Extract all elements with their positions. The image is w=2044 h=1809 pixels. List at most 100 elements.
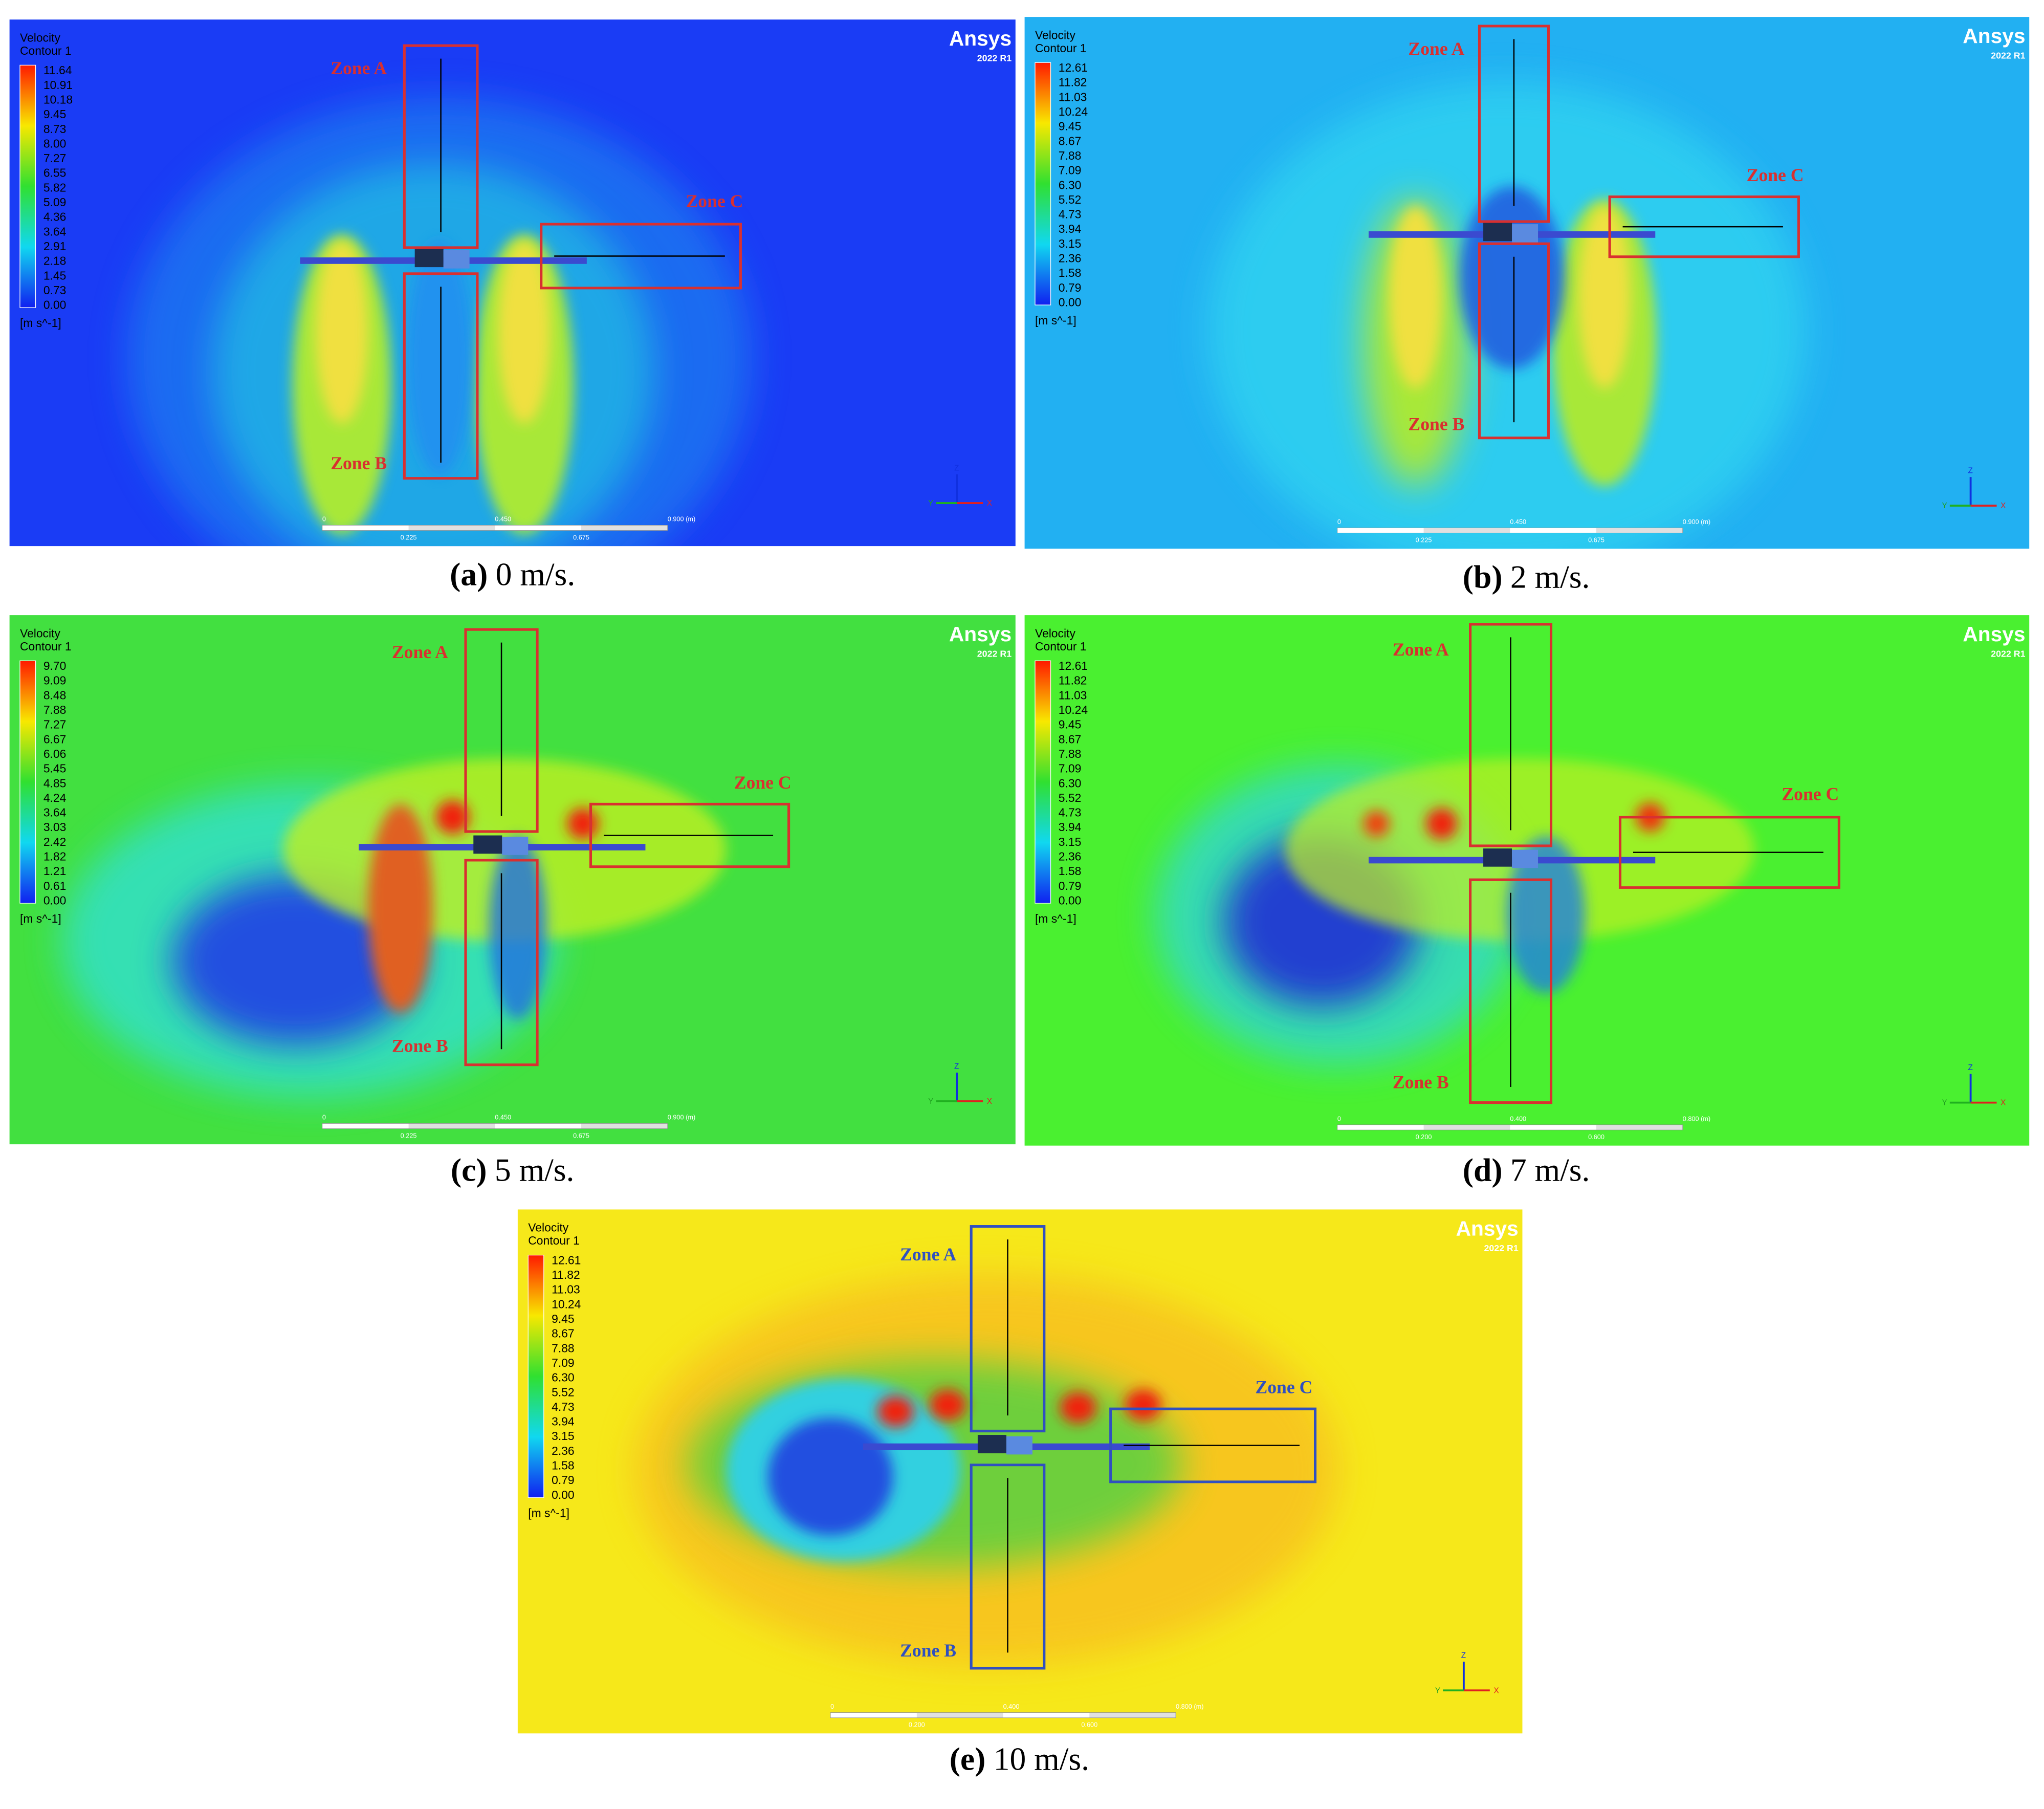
scale-label: 0.450 <box>495 1114 511 1121</box>
scale-bar <box>1337 1124 1683 1130</box>
colorbar <box>528 1254 544 1498</box>
zone-label: Zone A <box>900 1244 956 1265</box>
colorbar-label: 0.00 <box>43 298 67 312</box>
scale-label: 0.450 <box>1510 518 1526 526</box>
colorbar <box>19 660 36 904</box>
legend-unit: [m s^-1] <box>528 1507 569 1520</box>
scale-label: 0.600 <box>1588 1133 1605 1141</box>
drone-body <box>443 250 470 269</box>
caption: (d) 7 m/s. <box>1463 1151 1590 1188</box>
caption-text: 2 m/s. <box>1510 559 1590 595</box>
colorbar-label: 1.45 <box>43 269 67 282</box>
colorbar-label: 0.61 <box>43 879 67 892</box>
scale-label: 0.800 (m) <box>1176 1703 1203 1710</box>
colorbar-label: 3.15 <box>1059 237 1082 250</box>
colorbar-label: 5.45 <box>43 762 67 775</box>
caption-text: 10 m/s. <box>994 1741 1089 1777</box>
colorbar-label: 9.45 <box>1059 718 1082 731</box>
axis-label: Y <box>1435 1686 1440 1695</box>
colorbar-label: 6.67 <box>43 732 67 746</box>
axis-label: X <box>987 1097 992 1106</box>
axis-label: Y <box>928 499 933 508</box>
scale-label: 0 <box>322 515 326 523</box>
legend-subtitle: Contour 1 <box>20 640 72 653</box>
scale-label: 0.800 (m) <box>1683 1115 1710 1122</box>
colorbar-label: 11.03 <box>1059 688 1087 702</box>
colorbar-label: 11.64 <box>43 63 72 77</box>
scale-bar <box>322 1123 668 1129</box>
colorbar-label: 0.00 <box>43 894 67 907</box>
colorbar-label: 0.00 <box>1059 296 1082 309</box>
version: 2022 R1 <box>1991 649 2025 659</box>
colorbar-label: 5.82 <box>43 181 67 194</box>
axis-label: X <box>2001 1099 2006 1107</box>
caption-label: (a) <box>450 556 488 593</box>
legend-title: Velocity <box>528 1221 568 1234</box>
drone-body <box>977 1435 1006 1453</box>
colorbar-label: 0.00 <box>1059 894 1082 907</box>
drone-body <box>1006 1436 1032 1455</box>
zone-box <box>970 1464 1046 1670</box>
colorbar-label: 0.79 <box>552 1473 575 1487</box>
zone-box <box>589 802 790 868</box>
contour-field <box>635 1274 1339 1666</box>
zone-box <box>403 44 479 249</box>
zone-label: Zone C <box>1747 165 1804 185</box>
zone-box <box>1109 1407 1317 1484</box>
scale-label: 0.400 <box>1003 1703 1020 1710</box>
colorbar-label: 1.82 <box>43 850 67 863</box>
colorbar-label: 4.85 <box>43 776 67 790</box>
colorbar-label: 9.45 <box>552 1312 575 1325</box>
scale-label: 0.675 <box>1588 536 1605 543</box>
axis-label: X <box>987 499 992 508</box>
colorbar-label: 2.91 <box>43 239 67 253</box>
colorbar-label: 10.24 <box>1059 105 1088 118</box>
caption-text: 5 m/s. <box>495 1151 575 1188</box>
drone-body <box>1483 223 1512 242</box>
zone-label: Zone C <box>1782 784 1839 804</box>
flow-region <box>567 808 599 840</box>
legend-subtitle: Contour 1 <box>528 1234 580 1247</box>
colorbar-label: 5.09 <box>43 195 67 209</box>
scale-label: 0.600 <box>1081 1721 1097 1729</box>
colorbar-label: 0.79 <box>1059 281 1082 294</box>
colorbar-label: 1.58 <box>1059 266 1082 279</box>
colorbar-label: 11.03 <box>1059 90 1087 103</box>
colorbar-label: 6.30 <box>1059 178 1082 191</box>
drone-body <box>1483 848 1512 867</box>
zone-box <box>1478 242 1550 440</box>
colorbar-label: 7.27 <box>43 718 67 731</box>
colorbar-label: 10.24 <box>552 1297 581 1311</box>
caption: (c) 5 m/s. <box>451 1151 575 1188</box>
colorbar-label: 3.15 <box>552 1429 575 1443</box>
zone-label: Zone C <box>734 772 792 793</box>
zone-label: Zone B <box>1408 413 1464 434</box>
colorbar-label: 6.55 <box>43 166 67 180</box>
colorbar-label: 3.64 <box>43 225 67 238</box>
scale-label: 0 <box>1337 518 1341 526</box>
colorbar <box>1035 660 1051 904</box>
logo: Ansys <box>1963 24 2025 48</box>
flow-region <box>1363 811 1390 837</box>
flow-region <box>435 800 470 834</box>
zone-label: Zone A <box>1393 639 1449 660</box>
zone-box <box>464 628 539 833</box>
colorbar-label: 9.45 <box>43 107 67 121</box>
zone-box <box>1469 623 1553 847</box>
drone-body <box>502 837 529 855</box>
colorbar-label: 0.73 <box>43 284 67 297</box>
legend-unit: [m s^-1] <box>20 316 61 330</box>
scale-label: 0.675 <box>573 1131 589 1139</box>
colorbar-label: 1.58 <box>1059 864 1082 878</box>
legend-subtitle: Contour 1 <box>1035 41 1087 55</box>
axis-label: Z <box>954 464 959 472</box>
contour-field <box>127 98 753 547</box>
flow-region <box>407 241 472 476</box>
colorbar-label: 7.88 <box>1059 747 1082 760</box>
zone-label: Zone A <box>1408 38 1464 59</box>
logo: Ansys <box>1456 1216 1519 1240</box>
flow-region <box>767 1418 893 1536</box>
flow-region <box>1389 206 1442 388</box>
